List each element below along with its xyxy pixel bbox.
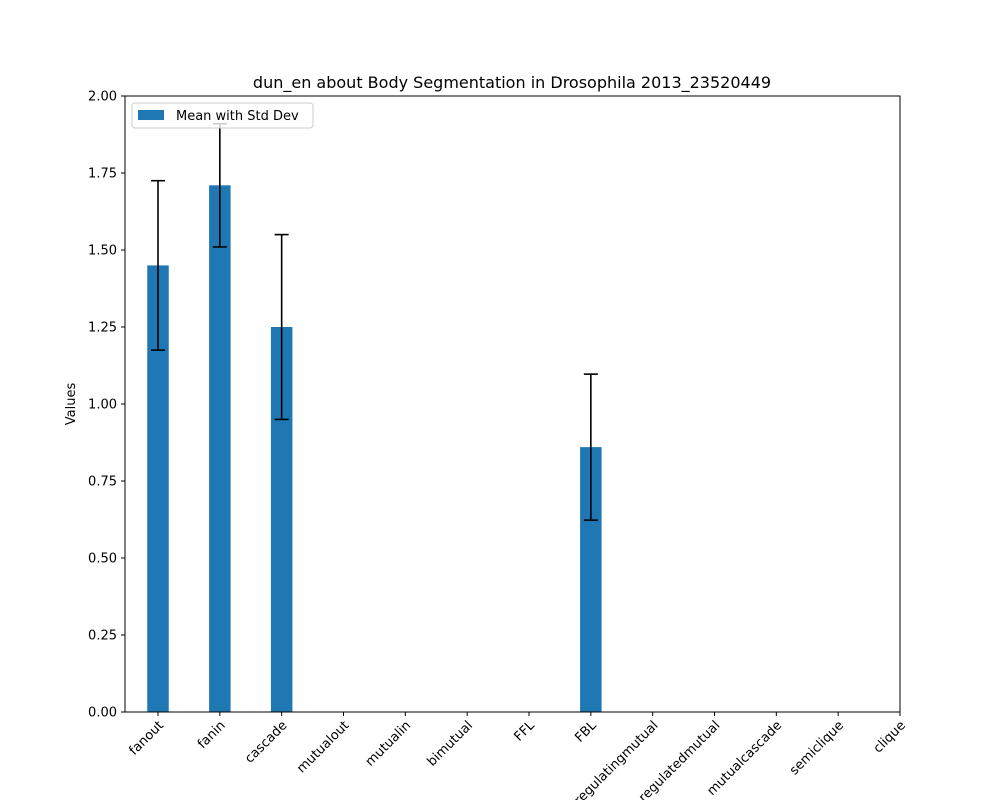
- x-tick-label: cascade: [242, 718, 290, 766]
- chart-title: dun_en about Body Segmentation in Drosop…: [253, 73, 771, 93]
- legend-swatch: [138, 110, 164, 120]
- y-tick-label: 0.50: [88, 552, 117, 567]
- y-tick-label: 1.25: [88, 321, 117, 336]
- y-tick-label: 1.75: [88, 167, 117, 182]
- error-bars-group: [151, 122, 598, 521]
- legend: Mean with Std Dev: [131, 102, 314, 129]
- bar-fanout: [147, 265, 169, 712]
- y-tick-label: 0.75: [88, 475, 117, 490]
- y-tick-label: 1.50: [88, 244, 117, 259]
- x-tick-label: fanin: [195, 718, 229, 752]
- bar-fbl: [580, 447, 602, 712]
- y-tick-label: 0.00: [88, 706, 117, 721]
- y-tick-label: 1.00: [88, 398, 117, 413]
- x-tick-label: fanout: [126, 718, 166, 758]
- x-axis: fanout fanin cascade mutualout mutualin bimut…: [126, 712, 909, 800]
- x-tick-label: clique: [871, 718, 909, 756]
- bar-cascade: [270, 327, 293, 712]
- x-tick-label: semiclique: [787, 718, 847, 778]
- bar-fanin: [209, 185, 231, 712]
- x-tick-label: bimutual: [425, 718, 476, 769]
- x-tick-label: FFL: [512, 718, 539, 745]
- plot-frame: [124, 95, 901, 713]
- y-tick-label: 0.25: [88, 629, 117, 644]
- legend-label: Mean with Std Dev: [176, 109, 299, 124]
- y-axis: 0.00 0.25 0.50 0.75 1.00 1.25 1.50 1.75 2.00: [88, 90, 125, 721]
- bars-group: [147, 185, 602, 712]
- x-tick-label: FBL: [572, 718, 600, 746]
- x-tick-label: mutualout: [294, 718, 352, 776]
- y-axis-label: Values: [64, 383, 79, 426]
- legend-box: [131, 102, 314, 129]
- x-tick-label: mutualin: [363, 718, 414, 769]
- y-tick-label: 2.00: [88, 90, 117, 105]
